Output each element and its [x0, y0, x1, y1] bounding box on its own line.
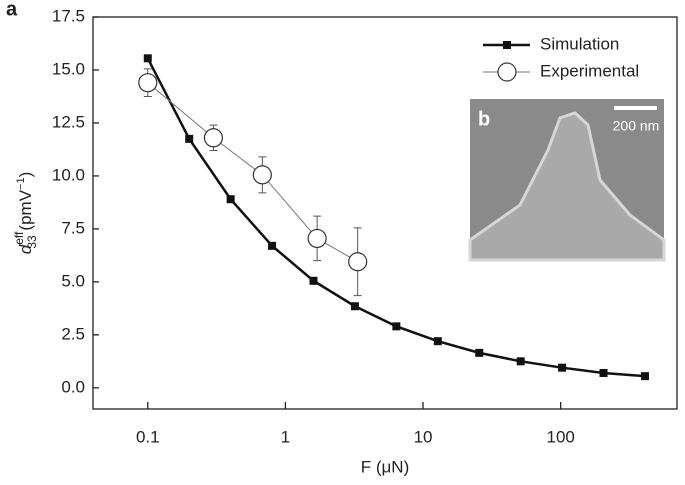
inset-tip — [468, 111, 666, 262]
x-tick-label: 10 — [414, 427, 433, 446]
y-tick-label: 0.0 — [61, 377, 85, 396]
data-point — [392, 322, 401, 331]
y-tick-label: 7.5 — [61, 218, 85, 237]
data-point — [309, 276, 318, 285]
y-axis-label-part: 33 — [25, 235, 39, 249]
legend-marker — [497, 62, 517, 82]
data-point — [226, 195, 235, 204]
data-point — [558, 363, 567, 372]
y-tick-label: 17.5 — [52, 6, 85, 25]
data-point — [599, 368, 608, 377]
data-point — [203, 128, 224, 148]
inset: b 200 nm — [468, 99, 666, 262]
x-tick-label: 1 — [281, 427, 290, 446]
data-point — [348, 252, 368, 272]
inset-label: b — [478, 108, 490, 130]
x-tick-label: 100 — [546, 427, 574, 446]
data-point — [252, 165, 272, 185]
data-point — [475, 348, 484, 357]
data-point — [307, 228, 327, 249]
y-tick-label: 10.0 — [52, 165, 85, 184]
legend-label: Experimental — [540, 61, 639, 80]
x-axis-label: F (μN) — [361, 457, 410, 476]
y-tick-label: 5.0 — [61, 271, 85, 290]
series-line — [147, 82, 358, 263]
data-point — [640, 372, 649, 381]
plot-frame — [92, 16, 678, 410]
data-point — [268, 241, 277, 250]
y-axis-label: deff33 (pmV−1) — [12, 172, 39, 255]
y-tick-label: 2.5 — [61, 324, 85, 343]
y-axis-label-part: −1 — [15, 177, 27, 190]
legend-label: Simulation — [540, 34, 619, 53]
y-axis-label-part: ) — [16, 172, 35, 178]
scale-bar-label: 200 nm — [613, 118, 660, 134]
y-tick-label: 12.5 — [52, 112, 85, 131]
data-point — [138, 73, 158, 93]
legend-marker — [503, 41, 511, 49]
data-point — [516, 357, 525, 366]
data-point — [433, 337, 442, 346]
data-point — [350, 302, 359, 311]
y-axis-label-part: d — [16, 244, 35, 254]
panel-label: a — [6, 0, 18, 20]
y-tick-label: 15.0 — [52, 59, 85, 78]
y-axis-label-part: eff — [12, 231, 26, 245]
y-axis-label-part: (pmV — [16, 189, 35, 235]
x-tick-label: 0.1 — [136, 427, 160, 446]
data-point — [143, 54, 152, 63]
data-point — [185, 134, 194, 143]
